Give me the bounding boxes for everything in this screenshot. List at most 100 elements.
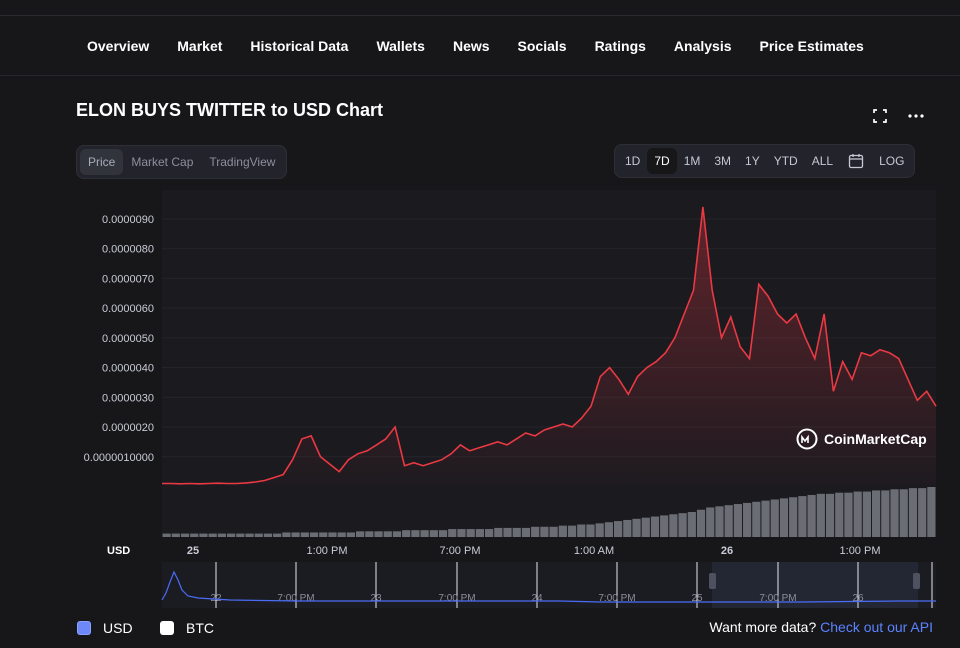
- volume-bar: [411, 530, 420, 537]
- volume-bar: [171, 533, 180, 537]
- volume-bar: [881, 490, 890, 537]
- main-nav: Overview Market Historical Data Wallets …: [76, 30, 881, 62]
- volume-bar: [217, 533, 226, 537]
- volume-bar: [309, 532, 319, 537]
- y-axis-unit-label: USD: [107, 545, 130, 557]
- volume-bar: [356, 531, 365, 537]
- volume-bar: [236, 533, 245, 537]
- navigator-line: [161, 570, 936, 603]
- nav-tab-analysis[interactable]: Analysis: [673, 38, 732, 54]
- volume-bar: [494, 527, 503, 537]
- currency-toggle-usd[interactable]: USD: [77, 617, 133, 639]
- nav-tab-market[interactable]: Market: [177, 38, 223, 54]
- volume-bar: [466, 529, 475, 537]
- y-tick-label: 0.0000070: [102, 273, 154, 285]
- range-1y[interactable]: 1Y: [745, 154, 760, 168]
- tab-tradingview[interactable]: TradingView: [209, 155, 276, 169]
- volume-bar: [770, 499, 779, 537]
- nav-tab-historical-data[interactable]: Historical Data: [250, 38, 349, 54]
- volume-bar: [273, 533, 282, 537]
- api-promo: Want more data? Check out our API: [709, 619, 933, 635]
- range-ytd[interactable]: YTD: [773, 154, 798, 168]
- tab-market-cap[interactable]: Market Cap: [131, 155, 194, 169]
- volume-bar: [577, 524, 586, 537]
- navigator-tick-label: 7:00 PM: [277, 593, 314, 604]
- fullscreen-icon[interactable]: [868, 104, 892, 128]
- price-chart: 0.0000090 0.0000080 0.0000070 0.0000060 0.00…: [84, 190, 937, 608]
- y-tick-label: 0.0000030: [102, 392, 154, 404]
- volume-bar: [180, 533, 190, 537]
- volume-bar: [862, 491, 871, 537]
- volume-bar: [319, 532, 328, 537]
- volume-bar: [263, 533, 273, 537]
- volume-bar: [245, 533, 254, 537]
- volume-bar: [650, 516, 660, 537]
- volume-bar: [669, 514, 678, 537]
- volume-bar: [853, 491, 862, 537]
- calendar-icon[interactable]: [840, 148, 872, 174]
- chart-type-tabs: Price Market Cap TradingView: [76, 145, 288, 179]
- volume-bar: [291, 532, 300, 537]
- navigator-selection[interactable]: [712, 562, 918, 608]
- range-1d[interactable]: 1D: [625, 154, 641, 168]
- volume-bar: [282, 532, 291, 537]
- range-selector: 1D 7D 1M 3M 1Y YTD ALL LOG: [614, 144, 916, 178]
- navigator-tick-label: 25: [691, 593, 703, 604]
- navigator-tick-label: 7:00 PM: [759, 593, 796, 604]
- api-link[interactable]: Check out our API: [820, 619, 933, 635]
- volume-bar: [614, 521, 623, 537]
- btc-checkbox[interactable]: [160, 621, 174, 635]
- price-area: [162, 206, 937, 485]
- volume-bar: [162, 533, 171, 537]
- navigator[interactable]: 22 7:00 PM 23 7:00 PM 24 7:00 PM 25 7:00 PM 26: [161, 562, 936, 608]
- volume-bar: [346, 532, 355, 537]
- volume-bar: [825, 493, 835, 537]
- x-tick-label: 1:00 PM: [840, 545, 881, 557]
- volume-bar: [696, 509, 706, 537]
- page-title: ELON BUYS TWITTER to USD Chart: [76, 100, 383, 120]
- tab-price[interactable]: Price: [80, 149, 124, 175]
- nav-tab-price-estimates[interactable]: Price Estimates: [759, 38, 864, 54]
- volume-bar: [402, 530, 411, 537]
- volume-bar: [190, 533, 199, 537]
- volume-bar: [918, 488, 927, 537]
- volume-bar: [549, 526, 558, 537]
- volume-bar: [254, 533, 263, 537]
- btc-label: BTC: [186, 620, 214, 636]
- navigator-ticks: 22 7:00 PM 23 7:00 PM 24 7:00 PM 25 7:00 PM 26: [210, 562, 933, 608]
- nav-tab-wallets[interactable]: Wallets: [376, 38, 425, 54]
- usd-checkbox[interactable]: [77, 621, 91, 635]
- navigator-right-handle[interactable]: [913, 573, 920, 589]
- range-log[interactable]: LOG: [879, 154, 905, 168]
- range-7d[interactable]: 7D: [647, 148, 677, 174]
- volume-bar: [586, 524, 595, 537]
- volume-bars: [162, 487, 936, 537]
- volume-bar: [383, 531, 392, 537]
- nav-tab-overview[interactable]: Overview: [87, 38, 150, 54]
- y-tick-label: 0.0000080: [102, 244, 154, 256]
- volume-bar: [779, 498, 789, 537]
- volume-bar: [927, 487, 936, 537]
- volume-bar: [199, 533, 208, 537]
- currency-toggle-btc[interactable]: BTC: [160, 617, 214, 639]
- more-icon[interactable]: [904, 104, 928, 128]
- volume-bar: [420, 530, 429, 537]
- volume-bar: [761, 500, 770, 537]
- nav-tab-socials[interactable]: Socials: [517, 38, 567, 54]
- volume-bar: [908, 488, 918, 537]
- x-axis-ticks: 25 1:00 PM 7:00 PM 1:00 AM 26 1:00 PM: [187, 545, 881, 557]
- navigator-tick-label: 23: [370, 593, 382, 604]
- volume-bar: [457, 529, 466, 537]
- range-3m[interactable]: 3M: [714, 154, 732, 168]
- volume-bar: [835, 492, 844, 537]
- navigator-left-handle[interactable]: [709, 573, 716, 589]
- volume-bar: [623, 519, 632, 537]
- nav-tab-ratings[interactable]: Ratings: [594, 38, 646, 54]
- nav-tab-news[interactable]: News: [452, 38, 490, 54]
- volume-bar: [227, 533, 236, 537]
- range-all[interactable]: ALL: [811, 154, 834, 168]
- volume-bar: [807, 494, 816, 537]
- range-1m[interactable]: 1M: [683, 154, 701, 168]
- y-tick-label: 0.0000060: [102, 303, 154, 315]
- volume-bar: [540, 526, 549, 537]
